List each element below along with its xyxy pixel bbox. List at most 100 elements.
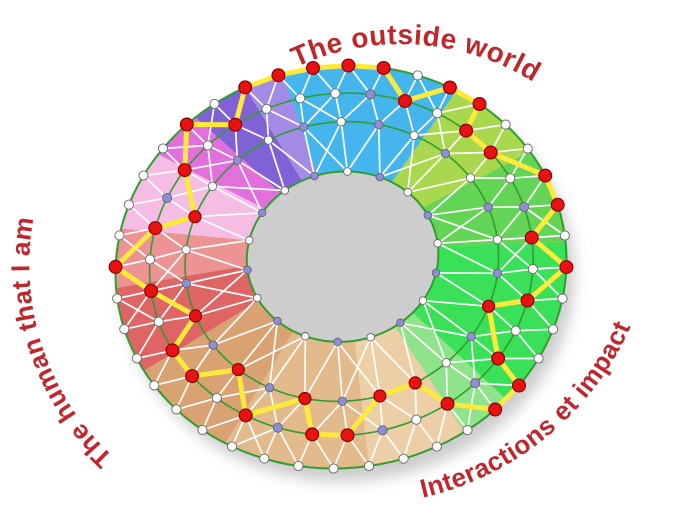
node[interactable]: [374, 119, 384, 130]
node[interactable]: [522, 143, 533, 154]
node[interactable]: [263, 135, 274, 145]
red-node[interactable]: [520, 293, 535, 308]
node[interactable]: [272, 422, 283, 433]
node[interactable]: [375, 172, 385, 182]
node[interactable]: [273, 316, 282, 326]
node[interactable]: [431, 441, 442, 452]
red-node[interactable]: [238, 80, 253, 95]
node[interactable]: [418, 296, 428, 305]
red-node[interactable]: [488, 402, 503, 417]
red-node[interactable]: [482, 299, 496, 313]
node[interactable]: [505, 173, 516, 184]
red-node[interactable]: [440, 396, 455, 411]
red-node[interactable]: [238, 408, 253, 423]
red-node[interactable]: [538, 168, 553, 183]
red-node[interactable]: [108, 259, 123, 274]
red-node[interactable]: [228, 117, 243, 132]
node[interactable]: [171, 404, 182, 415]
red-node[interactable]: [306, 60, 321, 75]
node[interactable]: [377, 425, 388, 436]
node[interactable]: [533, 353, 544, 364]
node[interactable]: [398, 453, 409, 464]
node[interactable]: [153, 316, 164, 327]
red-node[interactable]: [459, 123, 474, 138]
red-node[interactable]: [550, 197, 565, 212]
node[interactable]: [114, 230, 125, 241]
node[interactable]: [207, 181, 218, 191]
red-node[interactable]: [185, 369, 200, 384]
node[interactable]: [462, 425, 473, 436]
node[interactable]: [492, 268, 503, 278]
node[interactable]: [409, 130, 419, 141]
node[interactable]: [441, 358, 451, 368]
node[interactable]: [209, 98, 220, 109]
node[interactable]: [403, 188, 413, 197]
node[interactable]: [123, 199, 134, 210]
red-node[interactable]: [271, 68, 286, 83]
red-node[interactable]: [373, 389, 387, 403]
node[interactable]: [181, 245, 191, 255]
node[interactable]: [500, 119, 511, 130]
node[interactable]: [197, 424, 208, 436]
node[interactable]: [243, 265, 252, 275]
node[interactable]: [162, 192, 173, 204]
node[interactable]: [301, 332, 310, 341]
node[interactable]: [310, 171, 319, 181]
node[interactable]: [466, 332, 476, 342]
node[interactable]: [412, 70, 423, 81]
red-node[interactable]: [231, 363, 245, 377]
node[interactable]: [202, 140, 213, 151]
red-node[interactable]: [144, 284, 159, 299]
node[interactable]: [433, 239, 442, 248]
node[interactable]: [119, 324, 130, 335]
node[interactable]: [337, 396, 348, 406]
red-node[interactable]: [179, 117, 194, 132]
node[interactable]: [244, 236, 254, 245]
node[interactable]: [559, 230, 570, 241]
node[interactable]: [510, 325, 521, 336]
node[interactable]: [138, 170, 149, 181]
red-node[interactable]: [491, 351, 506, 366]
node[interactable]: [333, 337, 342, 347]
red-node[interactable]: [472, 96, 487, 111]
node[interactable]: [396, 318, 405, 328]
node[interactable]: [366, 333, 375, 342]
red-node[interactable]: [524, 230, 539, 245]
node[interactable]: [423, 211, 433, 220]
node[interactable]: [336, 117, 346, 127]
node[interactable]: [411, 414, 422, 425]
node[interactable]: [293, 460, 304, 472]
node[interactable]: [365, 89, 376, 100]
red-node[interactable]: [188, 309, 203, 323]
node[interactable]: [465, 173, 476, 183]
node[interactable]: [557, 293, 568, 304]
node[interactable]: [470, 378, 481, 389]
node[interactable]: [208, 340, 218, 350]
red-node[interactable]: [148, 221, 163, 236]
node[interactable]: [259, 453, 270, 464]
node[interactable]: [227, 441, 238, 452]
red-node[interactable]: [442, 80, 457, 95]
red-node[interactable]: [341, 58, 356, 73]
node[interactable]: [232, 155, 243, 165]
node[interactable]: [527, 264, 538, 275]
node[interactable]: [112, 293, 123, 304]
node[interactable]: [253, 293, 262, 303]
red-node[interactable]: [177, 163, 192, 178]
node[interactable]: [149, 380, 160, 391]
node[interactable]: [264, 383, 275, 393]
node[interactable]: [257, 208, 267, 218]
red-node[interactable]: [298, 391, 312, 406]
red-node[interactable]: [305, 427, 320, 442]
node[interactable]: [440, 148, 451, 159]
red-node[interactable]: [340, 428, 355, 443]
node[interactable]: [330, 88, 341, 99]
node[interactable]: [299, 122, 309, 132]
node[interactable]: [131, 353, 142, 364]
node[interactable]: [343, 167, 352, 176]
red-node[interactable]: [165, 343, 180, 358]
node[interactable]: [211, 392, 222, 404]
node[interactable]: [519, 201, 530, 213]
node[interactable]: [483, 202, 493, 212]
node[interactable]: [181, 278, 191, 289]
